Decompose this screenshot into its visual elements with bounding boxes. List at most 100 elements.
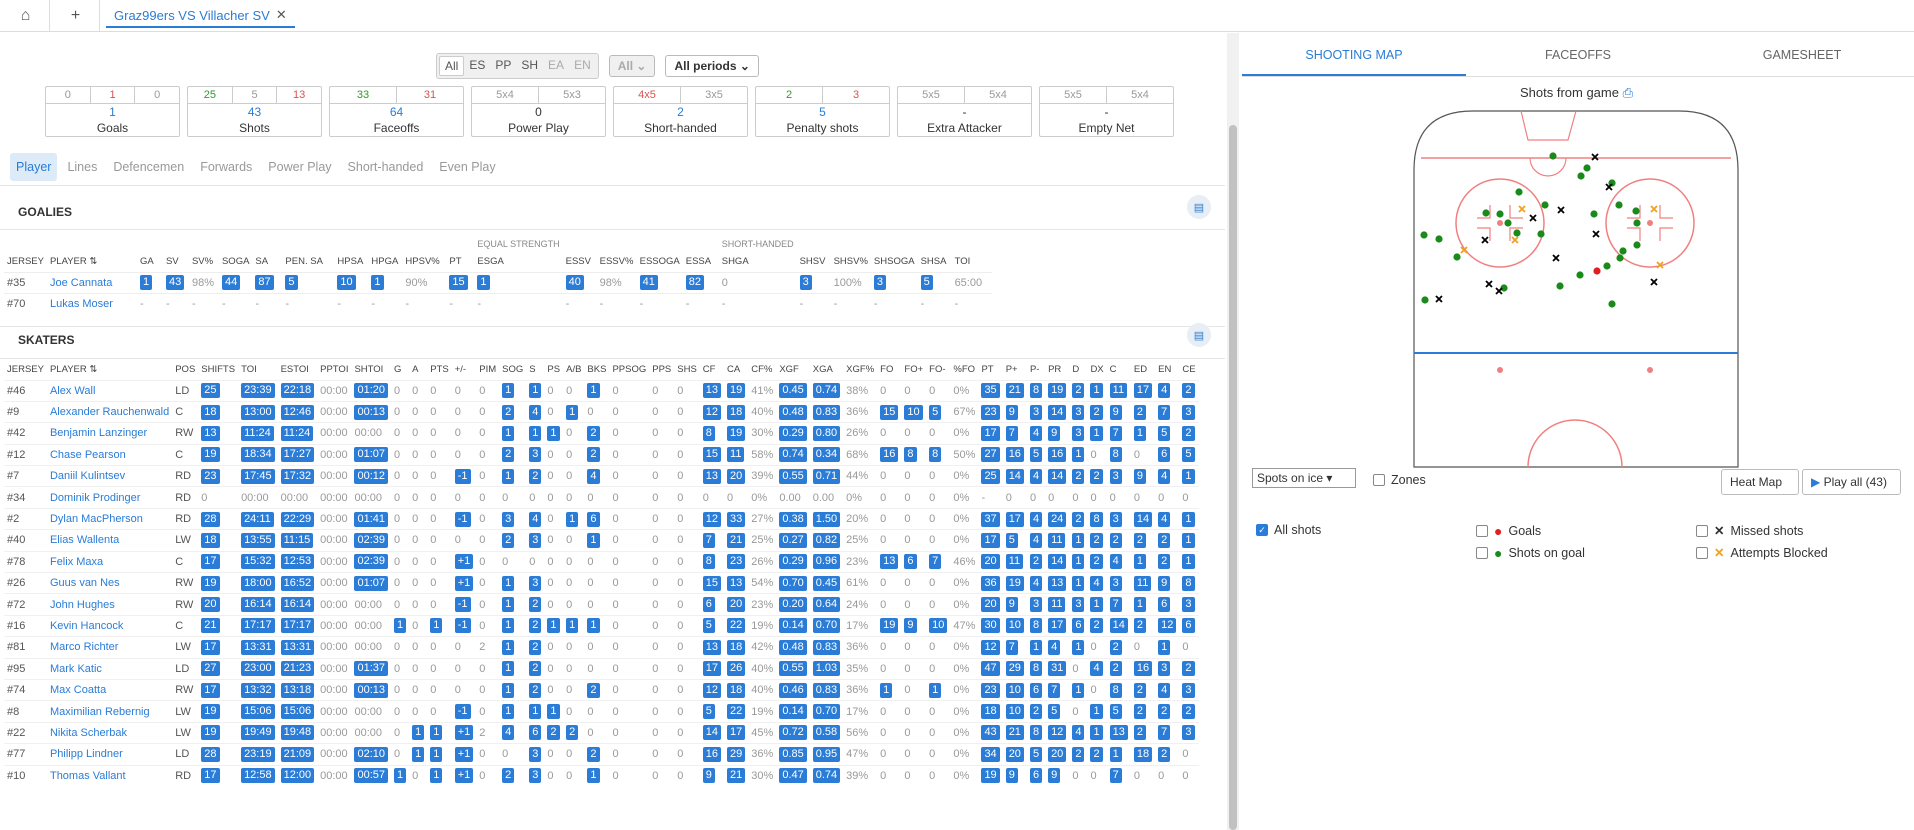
summary-box[interactable]: 4x5 3x5 2 Short-handed: [613, 86, 748, 137]
skater-row[interactable]: #81 Marco Richter LW 17 13:31 13:31 00:00 00:00…: [4, 636, 1199, 659]
shot-on-goal-marker[interactable]: [1603, 262, 1611, 270]
summary-box[interactable]: 0 1 0 1 Goals: [45, 86, 180, 137]
shot-on-goal-marker[interactable]: [1615, 201, 1623, 209]
blocked-shot-marker[interactable]: [1460, 246, 1468, 254]
shot-on-goal-marker[interactable]: [1496, 210, 1504, 218]
strength-option-0[interactable]: All: [439, 56, 465, 76]
summary-box[interactable]: 2 3 5 Penalty shots: [755, 86, 890, 137]
shot-on-goal-marker[interactable]: [1632, 207, 1640, 215]
shot-on-goal-marker[interactable]: [1421, 296, 1429, 304]
missed-shot-marker[interactable]: [1557, 206, 1565, 214]
skater-row[interactable]: #9 Alexander Rauchenwald C 18 13:00 12:46 00:0…: [4, 400, 1199, 423]
heat-map-button[interactable]: Heat Map: [1721, 469, 1799, 495]
player-name-link[interactable]: Dylan MacPherson: [46, 507, 173, 530]
player-name-link[interactable]: Max Coatta: [46, 678, 173, 701]
player-name-link[interactable]: Maximilian Rebernig: [46, 700, 173, 723]
player-name-link[interactable]: Lukas Moser: [47, 293, 137, 314]
shot-on-goal-marker[interactable]: [1633, 219, 1641, 227]
spots-select[interactable]: Spots on ice ▾: [1252, 468, 1356, 488]
skater-row[interactable]: #77 Philipp Lindner LD 28 23:19 21:09 00:00 02:…: [4, 743, 1199, 766]
tab-gamesheet[interactable]: GAMESHEET: [1762, 48, 1842, 62]
missed-shot-marker[interactable]: [1485, 280, 1493, 288]
skater-row[interactable]: #42 Benjamin Lanzinger RW 13 11:24 11:24 00:00…: [4, 422, 1199, 445]
shot-on-goal-marker[interactable]: [1577, 172, 1585, 180]
player-name-link[interactable]: Mark Katic: [46, 657, 173, 680]
shot-on-goal-marker[interactable]: [1420, 231, 1428, 239]
shot-on-goal-marker[interactable]: [1541, 201, 1549, 209]
skater-row[interactable]: #78 Felix Maxa C 17 15:32 12:53 00:00 02:39 0 0 0 +…: [4, 550, 1199, 573]
missed-shot-marker[interactable]: [1435, 295, 1443, 303]
shot-on-goal-marker[interactable]: [1549, 152, 1557, 160]
strength-option-4[interactable]: EA: [548, 58, 565, 72]
all-shots-checkbox[interactable]: ✓: [1256, 524, 1268, 536]
export-icon[interactable]: ▤: [1187, 195, 1211, 219]
shot-on-goal-marker[interactable]: [1482, 209, 1490, 217]
player-name-link[interactable]: Felix Maxa: [46, 550, 173, 573]
blocked-shot-marker[interactable]: [1650, 205, 1658, 213]
tab-faceoffs[interactable]: FACEOFFS: [1545, 48, 1611, 62]
skater-row[interactable]: #34 Dominik Prodinger RD 0 00:00 00:00 00:00 00…: [4, 486, 1199, 509]
player-name-link[interactable]: John Hughes: [46, 593, 173, 616]
missed-shot-marker[interactable]: [1552, 254, 1560, 262]
zones-toggle[interactable]: Zones: [1373, 473, 1426, 487]
zones-checkbox[interactable]: [1373, 474, 1385, 486]
shot-on-goal-marker[interactable]: [1583, 164, 1591, 172]
skater-row[interactable]: #12 Chase Pearson C 19 18:34 17:27 00:00 01:07 0…: [4, 443, 1199, 466]
shot-on-goal-marker[interactable]: [1513, 229, 1521, 237]
periods-select[interactable]: All periods ⌄: [665, 55, 759, 77]
strength-option-1[interactable]: ES: [469, 58, 486, 72]
tab-game[interactable]: Graz99ers VS Villacher SV ✕: [106, 4, 295, 28]
skater-row[interactable]: #8 Maximilian Rebernig LW 19 15:06 15:06 00:00…: [4, 700, 1199, 723]
skater-row[interactable]: #40 Elias Wallenta LW 18 13:55 11:15 00:00 02:3…: [4, 529, 1199, 552]
shot-on-goal-marker[interactable]: [1556, 282, 1564, 290]
player-name-link[interactable]: Alexander Rauchenwald: [46, 400, 173, 423]
skater-row[interactable]: #26 Guus van Nes RW 19 18:00 16:52 00:00 01:07 0…: [4, 572, 1199, 594]
plus-icon[interactable]: +: [52, 0, 100, 32]
subtab-player[interactable]: Player: [10, 153, 58, 181]
subtab-even-play[interactable]: Even Play: [439, 160, 496, 174]
column-header[interactable]: PLAYER ⇅: [49, 364, 98, 376]
close-icon[interactable]: ✕: [275, 7, 287, 22]
subtab-defencemen[interactable]: Defencemen: [113, 160, 185, 174]
print-icon[interactable]: ⎙: [1622, 85, 1634, 100]
player-name-link[interactable]: Chase Pearson: [46, 443, 173, 466]
player-name-link[interactable]: Daniil Kulintsev: [46, 465, 173, 487]
missed-shot-marker[interactable]: [1650, 278, 1658, 286]
goalie-row[interactable]: #70 Lukas Moser - - - - - - - - - - - - - - - - - - - - -: [4, 293, 992, 314]
shot-on-goal-marker[interactable]: [1453, 253, 1461, 261]
missed-shot-marker[interactable]: [1592, 230, 1600, 238]
goals-checkbox[interactable]: [1476, 525, 1488, 537]
player-name-link[interactable]: Benjamin Lanzinger: [46, 422, 173, 445]
summary-box[interactable]: 5x5 5x4- Empty Net: [1039, 86, 1174, 137]
scrollbar-thumb[interactable]: [1229, 125, 1237, 830]
shot-on-goal-marker[interactable]: [1500, 284, 1508, 292]
player-name-link[interactable]: Alex Wall: [46, 379, 173, 402]
strength-option-3[interactable]: SH: [521, 58, 539, 72]
player-name-link[interactable]: Kevin Hancock: [46, 614, 173, 637]
shot-on-goal-marker[interactable]: [1435, 235, 1443, 243]
player-name-link[interactable]: Elias Wallenta: [46, 529, 173, 552]
tab-shooting-map[interactable]: SHOOTING MAP: [1242, 33, 1466, 76]
missed-shot-marker[interactable]: [1605, 183, 1613, 191]
missed-checkbox[interactable]: [1696, 524, 1708, 537]
goalie-row[interactable]: #35 Joe Cannata 1 43 98% 44 87 5 10 1 90% 15 1 40 98% 4…: [4, 272, 992, 293]
home-icon[interactable]: ⌂: [2, 0, 50, 32]
player-name-link[interactable]: Marco Richter: [46, 636, 173, 659]
shot-on-goal-marker[interactable]: [1608, 300, 1616, 308]
player-name-link[interactable]: Nikita Scherbak: [46, 721, 173, 744]
all-shots-toggle[interactable]: ✓ All shots: [1256, 523, 1321, 537]
column-header[interactable]: PLAYER ⇅: [49, 256, 98, 268]
missed-shot-marker[interactable]: [1495, 287, 1503, 295]
shot-on-goal-marker[interactable]: [1504, 219, 1512, 227]
skater-row[interactable]: #22 Nikita Scherbak LW 19 19:49 19:48 00:00 00:…: [4, 721, 1199, 744]
summary-box[interactable]: 33 31 64 Faceoffs: [329, 86, 464, 137]
sog-checkbox[interactable]: [1476, 547, 1488, 559]
skater-row[interactable]: #10 Thomas Vallant RD 17 12:58 12:00 00:00 00:5…: [4, 764, 1199, 787]
rink-map[interactable]: [1413, 110, 1739, 468]
subtab-forwards[interactable]: Forwards: [200, 160, 253, 174]
player-name-link[interactable]: Joe Cannata: [47, 272, 137, 293]
shot-on-goal-marker[interactable]: [1537, 230, 1545, 238]
shot-on-goal-marker[interactable]: [1590, 210, 1598, 218]
summary-box[interactable]: 25 5 13 43 Shots: [187, 86, 322, 137]
player-name-link[interactable]: Guus van Nes: [46, 572, 173, 594]
